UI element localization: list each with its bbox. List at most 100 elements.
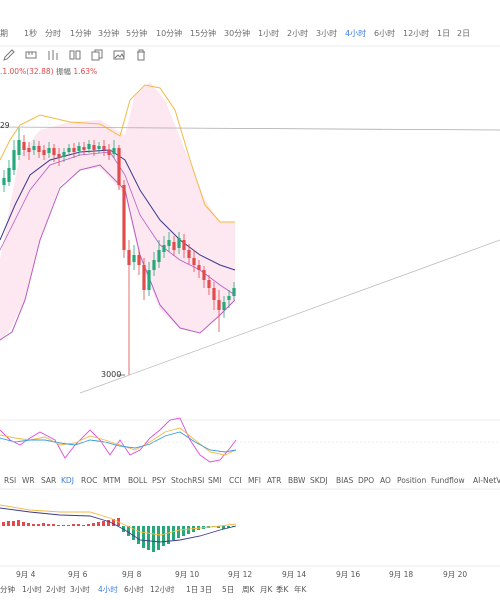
macd-bar	[227, 526, 230, 528]
timeframe-14[interactable]: 12小时	[403, 29, 430, 38]
indicator-tab-psy[interactable]: PSY	[152, 476, 166, 485]
candle-body	[112, 148, 116, 154]
macd-bar	[42, 523, 45, 526]
macd-bar	[72, 524, 75, 526]
bars-icon[interactable]	[46, 48, 60, 62]
indicator-tab-rsi[interactable]: RSI	[4, 476, 17, 485]
indicator-tab-bias[interactable]: BIAS	[336, 476, 354, 485]
timeframe-6[interactable]: 10分钟	[156, 29, 183, 38]
indicator-tab-boll[interactable]: BOLL	[128, 476, 148, 485]
indicator-tab-ao[interactable]: AO	[380, 476, 391, 485]
candle-body	[32, 146, 36, 150]
bottom-timeframe-5[interactable]: 6小时	[124, 585, 144, 594]
indicator-tab-kdj[interactable]: KDJ	[61, 476, 74, 485]
indicator-tab-skdj[interactable]: SKDJ	[310, 476, 328, 485]
bottom-timeframe-8[interactable]: 3日	[200, 585, 213, 594]
bottom-timeframe-0[interactable]: 分钟	[0, 585, 15, 594]
candle-body	[62, 152, 66, 157]
bottom-timeframe-3[interactable]: 3小时	[70, 585, 90, 594]
bottom-timeframe-12[interactable]: 季K	[276, 585, 289, 594]
candle-body	[222, 302, 226, 310]
candle-body	[97, 146, 101, 149]
date-axis: 9月 4 9月 6 9月 8 9月 10 9月 12 9月 14 9月 16 9月 18 9月 …	[0, 568, 500, 582]
candle-body	[42, 150, 46, 155]
bottom-timeframe-1[interactable]: 1小时	[22, 585, 42, 594]
macd-bar	[107, 520, 110, 526]
multi-chart-icon[interactable]	[68, 48, 82, 62]
candle-body	[152, 260, 156, 270]
ruler-icon[interactable]	[24, 48, 38, 62]
macd-bar	[147, 526, 150, 550]
macd-bar	[47, 524, 50, 526]
timeframe-7[interactable]: 15分钟	[190, 29, 217, 38]
indicator-tab-ai-netvo[interactable]: AI-NetVO	[473, 476, 500, 485]
image-icon[interactable]	[112, 48, 126, 62]
timeframe-11[interactable]: 3小时	[316, 29, 338, 38]
date-label: 9月 8	[122, 570, 142, 579]
macd-bar	[172, 526, 175, 540]
candle-body	[117, 148, 121, 185]
timeframe-8[interactable]: 30分钟	[224, 29, 251, 38]
macd-histogram	[2, 518, 235, 552]
candle-body	[162, 245, 166, 252]
candle-body	[182, 240, 186, 250]
macd-bar	[87, 524, 90, 526]
timeframe-9[interactable]: 1小时	[258, 29, 280, 38]
macd-bar	[152, 526, 155, 552]
timeframe-16[interactable]: 2日	[457, 29, 471, 38]
candle-body	[122, 185, 126, 250]
bottom-timeframe-bar: 分钟 1小时 2小时 3小时 4小时 6小时 12小时 1日 3日 5日 周K 月K 季K 年K	[0, 583, 500, 597]
indicator-tab-dpo[interactable]: DPO	[358, 476, 375, 485]
macd-bar	[102, 521, 105, 526]
macd-bar	[142, 526, 145, 548]
indicator-tab-smi[interactable]: SMI	[208, 476, 222, 485]
timeframe-1[interactable]: 1秒	[24, 29, 38, 38]
indicator-tab-stochrsi[interactable]: StochRSI	[171, 476, 205, 485]
bottom-timeframe-4[interactable]: 4小时	[98, 585, 118, 594]
indicator-tab-mtm[interactable]: MTM	[103, 476, 121, 485]
candle-body	[2, 178, 6, 185]
copy-icon[interactable]	[90, 48, 104, 62]
timeframe-15[interactable]: 1日	[437, 29, 451, 38]
indicator-tab-atr[interactable]: ATR	[267, 476, 282, 485]
timeframe-3[interactable]: 1分钟	[70, 29, 92, 38]
candle-body	[217, 300, 221, 310]
bottom-timeframe-13[interactable]: 年K	[294, 585, 307, 594]
trash-icon[interactable]	[134, 48, 148, 62]
bottom-timeframe-9[interactable]: 5日	[222, 585, 235, 594]
bottom-timeframe-10[interactable]: 周K	[242, 585, 255, 594]
indicator-tab-cci[interactable]: CCI	[229, 476, 242, 485]
indicator-tab-roc[interactable]: ROC	[81, 476, 98, 485]
timeframe-2[interactable]: 分时	[45, 29, 61, 38]
timeframe-0[interactable]: 期	[0, 29, 8, 38]
pencil-icon[interactable]	[2, 48, 16, 62]
bottom-timeframe-11[interactable]: 月K	[260, 585, 273, 594]
indicator-tab-position[interactable]: Position	[397, 476, 427, 485]
timeframe-4[interactable]: 3分钟	[98, 29, 120, 38]
indicator-tab-wr[interactable]: WR	[22, 476, 35, 485]
amplitude-label: 振幅	[55, 67, 71, 76]
macd-bar	[222, 526, 225, 529]
indicator-tab-sar[interactable]: SAR	[41, 476, 57, 485]
bottom-timeframe-6[interactable]: 12小时	[150, 585, 175, 594]
macd-bar	[67, 525, 70, 526]
indicator-tab-bbw[interactable]: BBW	[288, 476, 306, 485]
timeframe-13[interactable]: 6小时	[374, 29, 396, 38]
indicator-tab-mfi[interactable]: MFI	[248, 476, 261, 485]
timeframe-5[interactable]: 5分钟	[126, 29, 148, 38]
boll-lower-line	[0, 164, 236, 341]
bottom-timeframe-2[interactable]: 2小时	[46, 585, 66, 594]
indicator-tab-fundflow[interactable]: Fundflow	[431, 476, 465, 485]
candle-body	[157, 250, 161, 262]
macd-bar	[2, 522, 5, 526]
date-label: 9月 10	[175, 570, 200, 579]
candle-body	[27, 148, 31, 152]
change-value: .1.00%(32.88)	[0, 67, 54, 76]
date-label: 9月 18	[389, 570, 414, 579]
macd-bar	[92, 523, 95, 526]
macd-bar	[82, 525, 85, 526]
bottom-timeframe-7[interactable]: 1日	[186, 585, 199, 594]
timeframe-12[interactable]: 4小时	[345, 29, 367, 38]
timeframe-10[interactable]: 2小时	[287, 29, 309, 38]
